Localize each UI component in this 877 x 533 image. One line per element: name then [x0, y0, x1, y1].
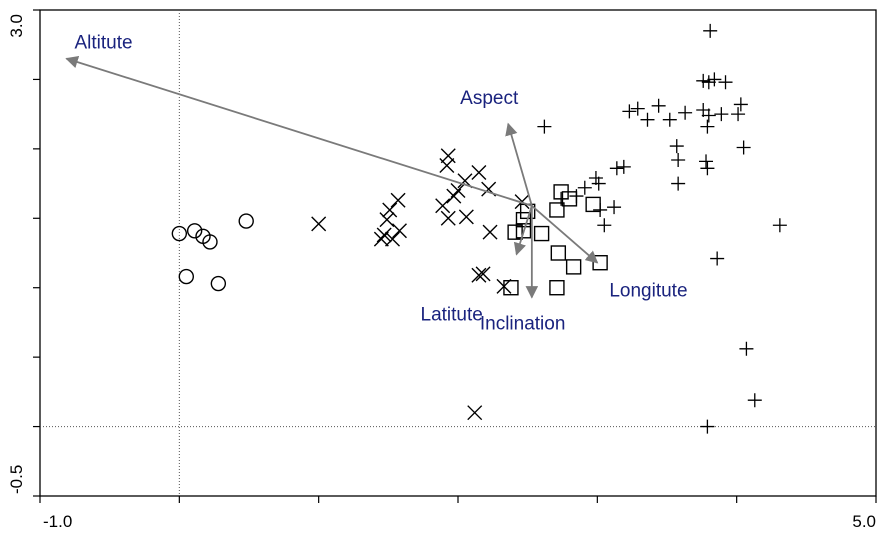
data-point-plus: [678, 105, 693, 120]
data-point-plus: [588, 171, 603, 186]
data-point-x: [482, 224, 498, 240]
vector-arrow-longitute: [531, 205, 599, 264]
data-point-x: [458, 209, 474, 225]
y-tick-label-max: 3.0: [7, 14, 26, 38]
axis-ticks: [33, 9, 877, 503]
vector-label-aspect: Aspect: [460, 88, 519, 109]
data-point-plus: [736, 140, 751, 155]
data-point-plus: [577, 180, 592, 195]
data-point-plus: [651, 98, 666, 113]
data-point-plus: [554, 191, 569, 206]
data-point-plus: [696, 73, 711, 88]
data-point-plus: [700, 161, 715, 176]
data-point-x: [390, 192, 406, 208]
vector-arrow-altitute: [65, 56, 533, 207]
data-point-plus: [701, 75, 716, 90]
data-point-plus: [622, 104, 637, 119]
data-point-x: [391, 223, 407, 239]
data-point-plus: [607, 200, 622, 215]
data-point-plus: [591, 176, 606, 191]
data-point-x: [373, 231, 389, 247]
data-point-x: [467, 405, 483, 421]
data-point-plus: [616, 159, 631, 174]
vector-label-inclination: Inclination: [480, 313, 566, 334]
data-point-plus: [696, 102, 711, 117]
x-tick-label-min: -1.0: [43, 512, 72, 531]
data-point-plus: [710, 251, 725, 266]
data-point-plus: [714, 107, 729, 122]
data-point-x: [450, 183, 466, 199]
data-point-plus: [662, 112, 677, 127]
data-point-square: [507, 224, 523, 240]
y-tick-label-min: -0.5: [7, 465, 26, 494]
data-point-x: [376, 227, 392, 243]
data-point-square: [585, 196, 601, 213]
data-point-square: [515, 211, 532, 228]
environmental-vectors: Altitute Aspect Longitute LatituteInclinati…: [65, 33, 688, 334]
data-point-plus: [772, 218, 787, 233]
vector-label-latitute: Latitute: [421, 304, 483, 325]
data-point-plus: [597, 218, 612, 233]
data-point-plus: [747, 393, 762, 408]
data-point-circle: [238, 213, 254, 229]
data-point-plus: [609, 161, 624, 176]
data-point-x: [471, 267, 487, 283]
data-point-plus: [731, 107, 746, 122]
vector-label-altitute: Altitute: [74, 33, 132, 54]
data-point-square: [533, 225, 550, 242]
reference-lines: [40, 10, 876, 496]
x-tick-label-max: 5.0: [852, 512, 876, 531]
data-point-plus: [707, 72, 722, 87]
sample-points: [171, 23, 787, 434]
data-point-plus: [699, 154, 714, 169]
data-point-plus: [669, 139, 684, 154]
data-point-square: [550, 245, 567, 261]
data-point-x: [435, 198, 451, 214]
data-point-x: [475, 266, 491, 282]
data-point-plus: [718, 75, 733, 90]
data-point-plus: [700, 419, 715, 434]
vector-label-longitute: Longitute: [609, 281, 687, 302]
data-point-circle: [210, 275, 227, 292]
data-point-x: [440, 148, 456, 164]
data-point-circle: [178, 268, 195, 285]
data-point-x: [382, 202, 398, 218]
data-point-x: [471, 164, 487, 180]
series-circle: [171, 213, 254, 292]
data-point-circle: [186, 223, 203, 239]
axis-tick-labels: -1.0 5.0 3.0 -0.5: [7, 14, 876, 531]
data-point-plus: [671, 176, 686, 191]
data-point-square: [549, 280, 565, 296]
data-point-square: [592, 255, 608, 271]
data-point-plus: [640, 112, 655, 127]
vector-arrow-latitute: [513, 205, 533, 256]
data-point-square: [549, 202, 565, 218]
plot-frame: [39, 9, 877, 497]
data-point-plus: [703, 23, 718, 38]
series-plus: [537, 23, 787, 434]
vector-arrow-aspect: [505, 122, 533, 207]
data-point-x: [514, 194, 530, 210]
data-point-x: [440, 210, 456, 226]
data-point-plus: [739, 341, 754, 356]
data-point-plus: [701, 108, 716, 123]
data-point-plus: [733, 97, 748, 112]
data-point-circle: [202, 234, 218, 250]
data-point-plus: [630, 101, 645, 116]
data-point-square: [503, 280, 519, 296]
data-point-plus: [569, 189, 584, 204]
data-point-square: [515, 223, 532, 239]
data-point-x: [379, 212, 395, 228]
data-point-square: [565, 259, 582, 275]
data-point-plus: [537, 119, 552, 134]
data-point-plus: [700, 119, 715, 134]
data-point-x: [439, 158, 455, 174]
data-point-circle: [171, 225, 188, 242]
data-point-plus: [593, 202, 608, 217]
data-point-x: [311, 216, 327, 232]
data-point-x: [385, 231, 401, 247]
data-point-plus: [671, 152, 686, 167]
series-x: [311, 148, 530, 421]
